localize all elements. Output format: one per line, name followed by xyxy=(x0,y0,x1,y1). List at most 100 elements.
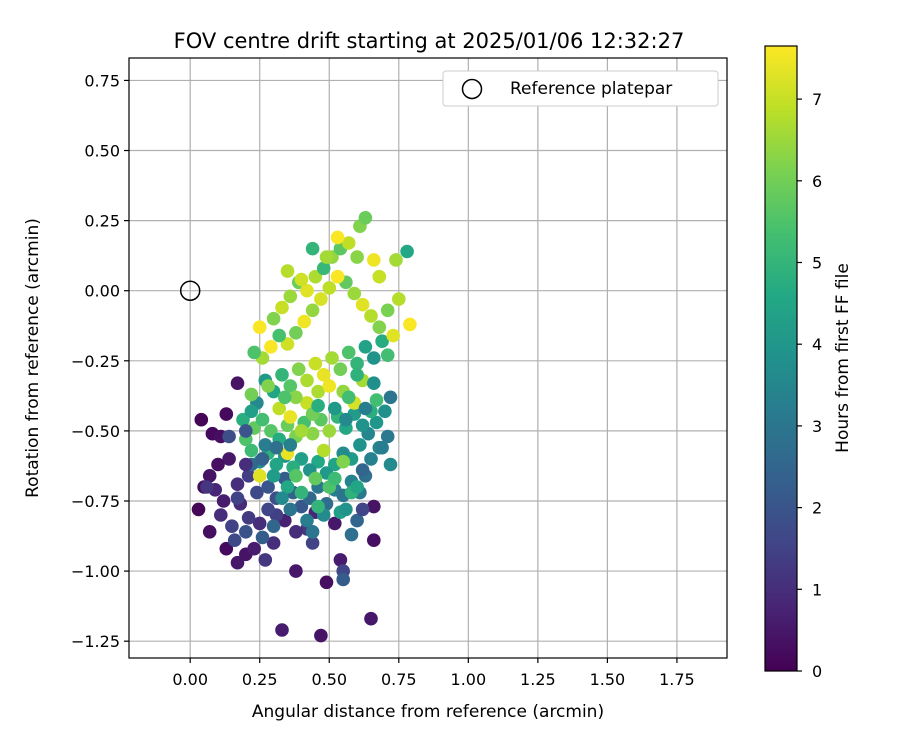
data-point xyxy=(283,289,298,304)
data-point xyxy=(289,469,303,483)
data-point xyxy=(375,440,389,455)
data-point xyxy=(383,457,398,472)
data-point xyxy=(266,469,281,483)
data-point xyxy=(353,438,367,452)
data-point xyxy=(227,533,242,547)
data-point xyxy=(350,250,364,264)
x-tick-label: 0.50 xyxy=(311,670,347,689)
grid xyxy=(129,58,727,658)
data-point xyxy=(278,390,292,405)
y-axis-label: Rotation from reference (arcmin) xyxy=(23,218,43,498)
data-point xyxy=(328,516,342,531)
data-point xyxy=(328,401,342,416)
data-point xyxy=(280,337,295,351)
data-point xyxy=(367,533,381,547)
data-point xyxy=(258,438,273,452)
data-point xyxy=(311,454,325,469)
data-point xyxy=(367,499,381,514)
y-tick-label: 0.75 xyxy=(84,71,120,90)
data-point xyxy=(305,426,320,441)
data-point xyxy=(269,457,284,472)
data-point xyxy=(358,340,373,354)
data-point xyxy=(222,452,236,466)
data-point xyxy=(322,424,337,438)
data-point xyxy=(247,541,261,556)
data-point xyxy=(380,429,395,444)
data-point xyxy=(294,272,309,287)
y-tick-label: 0.50 xyxy=(84,142,120,161)
data-point xyxy=(339,412,353,427)
data-point xyxy=(202,469,217,483)
x-tick-label: 1.25 xyxy=(520,670,556,689)
data-point xyxy=(305,241,320,256)
data-point xyxy=(308,356,323,371)
data-point xyxy=(372,269,387,284)
y-tick-label: −0.25 xyxy=(71,352,120,371)
x-tick-label: 0.25 xyxy=(242,670,278,689)
data-point xyxy=(294,485,309,500)
data-point xyxy=(333,553,348,567)
data-point xyxy=(252,516,267,531)
data-point xyxy=(355,297,370,312)
chart-title: FOV centre drift starting at 2025/01/06 … xyxy=(174,29,685,53)
data-point xyxy=(255,412,270,427)
data-point xyxy=(369,415,384,430)
data-point xyxy=(244,387,259,402)
colorbar-tick-label: 7 xyxy=(812,90,822,109)
data-point xyxy=(367,351,381,365)
data-point xyxy=(355,502,370,517)
legend-box xyxy=(442,70,719,107)
legend-entry-reference: Reference platepar xyxy=(510,79,672,99)
legend: Reference platepar xyxy=(442,70,719,107)
data-point xyxy=(280,480,295,494)
data-point xyxy=(255,452,270,466)
y-tick-label: −1.00 xyxy=(71,562,120,581)
data-point xyxy=(378,404,392,419)
data-point xyxy=(283,379,298,393)
x-tick-label: 0.00 xyxy=(172,670,208,689)
data-point xyxy=(325,351,339,365)
data-point xyxy=(300,513,314,528)
data-point xyxy=(283,410,298,424)
data-point xyxy=(275,368,289,382)
data-point xyxy=(341,390,356,405)
data-point xyxy=(214,508,228,522)
data-point xyxy=(305,536,320,550)
data-point xyxy=(375,334,389,349)
colorbar-tick-label: 6 xyxy=(812,172,822,191)
data-point xyxy=(336,454,351,469)
data-point xyxy=(289,525,303,539)
data-point xyxy=(258,553,273,567)
y-tick-label: −1.25 xyxy=(71,632,120,651)
colorbar-frame xyxy=(764,45,798,672)
data-point xyxy=(222,429,236,444)
data-point xyxy=(236,412,250,427)
data-point xyxy=(244,443,259,458)
data-point xyxy=(275,623,289,637)
data-point xyxy=(311,499,325,514)
data-points xyxy=(191,211,417,643)
data-point xyxy=(319,250,334,264)
data-point xyxy=(328,471,342,486)
data-point xyxy=(219,407,234,421)
data-point xyxy=(350,356,364,371)
data-point xyxy=(316,443,331,458)
data-point xyxy=(194,412,209,427)
data-point xyxy=(264,340,278,354)
data-point xyxy=(344,527,359,542)
data-point xyxy=(369,393,384,407)
data-point xyxy=(300,283,314,298)
colorbar-tick-label: 5 xyxy=(812,254,822,273)
colorbar-tick-label: 3 xyxy=(812,417,822,436)
data-point xyxy=(202,525,217,539)
data-point xyxy=(364,452,378,466)
data-point xyxy=(219,541,234,556)
reference-marker xyxy=(179,280,201,301)
data-point xyxy=(275,300,289,315)
data-point xyxy=(355,418,370,433)
y-tick-label: −0.50 xyxy=(71,422,120,441)
x-tick-label: 1.50 xyxy=(590,670,626,689)
data-point xyxy=(400,244,414,259)
colorbar-tick-label: 4 xyxy=(812,335,822,354)
